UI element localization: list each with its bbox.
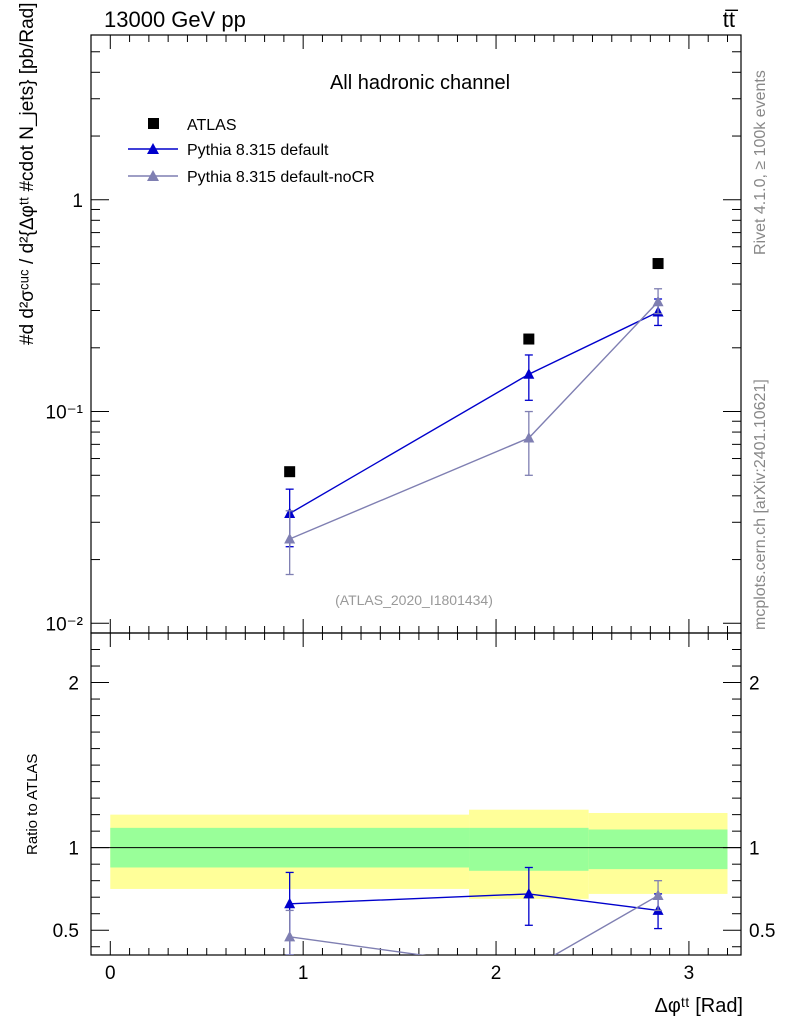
ratio-series-group bbox=[284, 866, 664, 975]
ratio-nocr-point bbox=[284, 930, 296, 942]
ratio-y-tick-label: 2 bbox=[68, 674, 79, 695]
legend: ATLAS Pythia 8.315 default Pythia 8.315 … bbox=[128, 117, 375, 186]
x-axis-label: Δφᵗᵗ [Rad] bbox=[655, 995, 743, 1017]
ratio-nocr-line bbox=[289, 894, 659, 955]
rivet-label: Rivet 4.1.0, ≥ 100k events bbox=[752, 70, 769, 255]
legend-nocr-label: Pythia 8.315 default-noCR bbox=[187, 169, 375, 186]
atlas-data-point bbox=[652, 258, 664, 270]
legend-atlas-label: ATLAS bbox=[187, 117, 237, 134]
legend-default-marker bbox=[147, 143, 159, 154]
x-tick-label: 3 bbox=[684, 963, 695, 984]
atlas-data-point bbox=[523, 333, 535, 345]
ratio-y-tick-label-right: 1 bbox=[749, 839, 760, 860]
mcplots-label: mcplots.cern.ch [arXiv:2401.10621] bbox=[752, 379, 769, 630]
main-nocr-line bbox=[289, 301, 659, 540]
legend-default-label: Pythia 8.315 default bbox=[187, 142, 329, 159]
ratio-y-tick-label: 0.5 bbox=[53, 921, 79, 942]
energy-label: 13000 GeV pp bbox=[104, 7, 246, 32]
ratio-y-tick-label-right: 0.5 bbox=[749, 921, 775, 942]
legend-nocr-marker bbox=[147, 170, 159, 181]
ratio-y-tick-label: 1 bbox=[68, 839, 79, 860]
ratio-default-point bbox=[523, 887, 535, 899]
main-nocr-point bbox=[284, 533, 296, 544]
legend-atlas-marker bbox=[148, 118, 159, 129]
ratio-default-line bbox=[289, 893, 659, 912]
ratio-nocr-point bbox=[652, 889, 664, 901]
ratio-band-inner bbox=[469, 827, 589, 871]
main-title: All hadronic channel bbox=[330, 72, 510, 94]
main-default-point bbox=[523, 368, 535, 379]
main-nocr-point bbox=[652, 295, 664, 307]
analysis-id: (ATLAS_2020_I1801434) bbox=[335, 592, 493, 608]
ratio-y-axis-label: Ratio to ATLAS bbox=[24, 754, 41, 855]
main-y-tick-label: 1 bbox=[72, 191, 83, 212]
main-nocr-point bbox=[523, 432, 535, 443]
ratio-plot-frame bbox=[90, 632, 742, 956]
x-tick-label: 0 bbox=[105, 963, 116, 984]
ratio-default-point bbox=[284, 897, 296, 909]
main-y-axis-label: #d d²σᶜᵘᶜ / d²{Δφᵗᵗ #cdot N_jets} [pb/Ra… bbox=[17, 2, 38, 345]
ratio-y-tick-label-right: 2 bbox=[749, 674, 760, 695]
ratio-nocr-point bbox=[523, 964, 534, 975]
ratio-plot-panel: 0 1 2 3 0.5 0.5 1 1 2 2 bbox=[53, 632, 775, 984]
x-tick-label: 1 bbox=[298, 963, 309, 984]
process-label: tt̅ bbox=[723, 7, 739, 32]
atlas-data-point bbox=[284, 466, 296, 478]
ratio-band-inner bbox=[588, 829, 728, 870]
x-tick-label: 2 bbox=[491, 963, 502, 984]
main-default-line bbox=[289, 311, 659, 515]
main-y-tick-label: 10⁻² bbox=[46, 614, 84, 635]
main-y-tick-label: 10⁻¹ bbox=[46, 403, 84, 424]
